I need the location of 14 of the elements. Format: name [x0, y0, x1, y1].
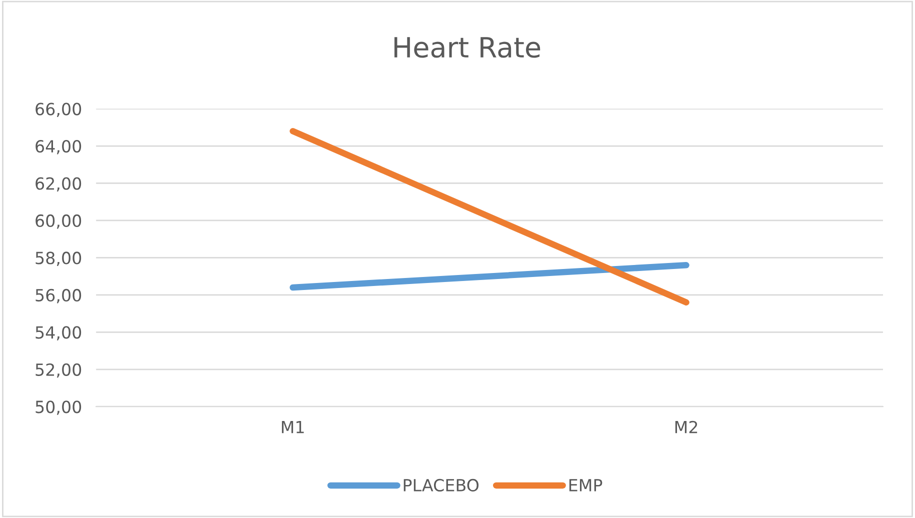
legend-label: PLACEBO: [404, 478, 479, 492]
y-tick-label: 58,00: [36, 252, 82, 266]
legend-label: EMP: [569, 479, 602, 492]
y-tick-label: 62,00: [36, 177, 82, 192]
x-tick-label: M2: [675, 420, 698, 434]
x-tick-label: M1: [282, 421, 304, 434]
y-tick-label: 60,00: [36, 214, 82, 229]
y-tick-label: 52,00: [36, 363, 82, 378]
y-tick-label: 56,00: [36, 288, 82, 304]
y-tick-label: 54,00: [36, 326, 82, 340]
y-tick-label: 66,00: [36, 102, 82, 118]
y-tick-label: 64,00: [36, 140, 82, 154]
y-tick-label: 50,00: [36, 400, 82, 415]
chart-title: Heart Rate: [394, 37, 540, 58]
